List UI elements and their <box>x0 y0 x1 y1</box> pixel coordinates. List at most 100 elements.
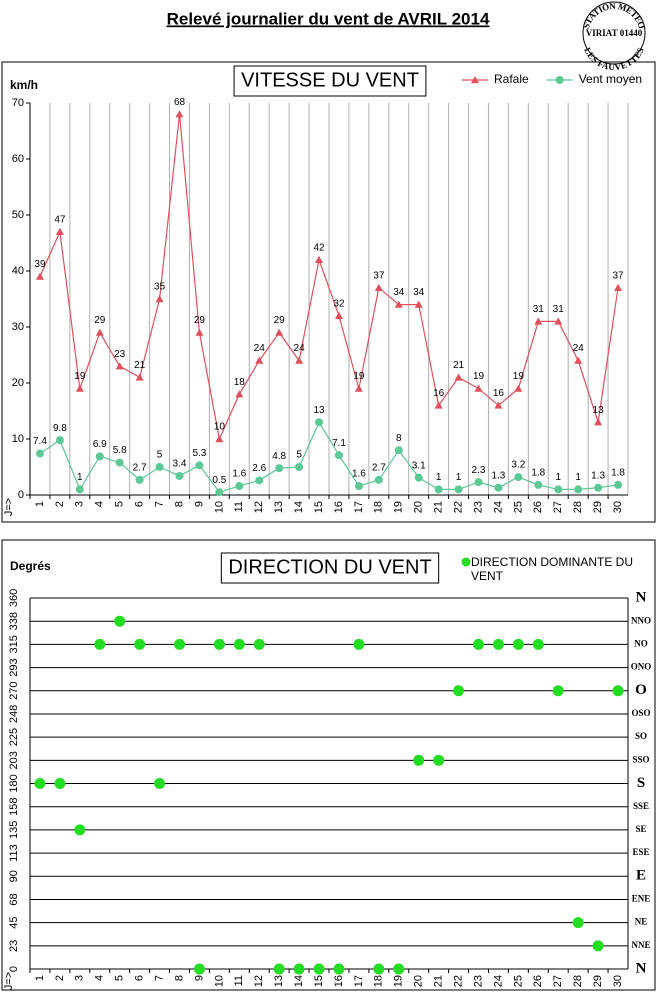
x-tick-label: 26 <box>532 975 544 987</box>
marker <box>554 317 563 325</box>
y2-tick-label: ESE <box>632 847 649 857</box>
x-axis-label: J=> <box>3 972 15 990</box>
marker <box>215 435 224 443</box>
y-tick-label: 113 <box>8 844 20 862</box>
data-label: 18 <box>234 377 246 388</box>
legend-marker <box>555 76 564 84</box>
marker <box>514 384 523 392</box>
data-label: 1.3 <box>491 470 505 481</box>
y-tick-label: 180 <box>8 774 20 792</box>
data-label: 21 <box>134 360 146 371</box>
stamp-top: STATION METEO <box>581 1 647 30</box>
point <box>313 963 325 975</box>
y2-tick-label: S <box>637 775 645 791</box>
y-tick-label: 30 <box>12 321 24 333</box>
marker <box>494 483 503 492</box>
chart-title: VITESSE DU VENT <box>241 69 419 91</box>
panel <box>1 61 656 523</box>
point <box>512 638 524 650</box>
data-label: 1 <box>575 472 581 483</box>
y-tick-label: 50 <box>12 209 24 221</box>
x-tick-label: 22 <box>452 501 464 513</box>
point <box>473 638 484 650</box>
marker <box>35 449 44 458</box>
y-tick-label: 0 <box>8 966 20 972</box>
y2-tick-label: ENE <box>632 894 651 904</box>
data-label: 29 <box>94 315 106 326</box>
x-tick-label: 25 <box>512 501 524 513</box>
data-label: 1.6 <box>232 469 246 480</box>
chart-title: DIRECTION DU VENT <box>228 556 431 578</box>
y-axis-label: km/h <box>10 78 38 92</box>
marker <box>574 485 583 494</box>
y-tick-label: 135 <box>8 821 20 839</box>
data-label: 7.4 <box>33 436 47 447</box>
point <box>492 638 504 650</box>
x-tick-label: 8 <box>173 501 185 507</box>
x-tick-label: 21 <box>433 975 445 987</box>
x-tick-label: 20 <box>413 975 425 987</box>
x-tick-label: 27 <box>552 975 564 987</box>
x-tick-label: 20 <box>413 501 425 513</box>
data-label: 24 <box>294 343 306 354</box>
marker <box>95 452 104 461</box>
x-tick-label: 4 <box>94 501 106 507</box>
y-tick-label: 40 <box>12 265 24 277</box>
data-label: 34 <box>393 287 405 298</box>
stamp-text: LES FAUVETTES <box>582 46 646 72</box>
marker <box>235 482 244 491</box>
marker <box>55 436 64 445</box>
y2-tick-label: N <box>636 589 647 605</box>
x-tick-label: 3 <box>74 501 86 507</box>
data-label: 1 <box>77 472 83 483</box>
x-tick-label: 29 <box>592 501 604 513</box>
x-tick-label: 10 <box>213 975 225 987</box>
data-label: 34 <box>413 287 425 298</box>
point <box>94 638 106 650</box>
point <box>393 963 405 975</box>
stamp-bottom: LES FAUVETTES <box>582 46 646 72</box>
marker <box>135 373 144 381</box>
x-tick-label: 9 <box>193 975 205 981</box>
x-tick-label: 23 <box>472 975 484 987</box>
y-tick-label: 158 <box>8 798 20 816</box>
x-tick-label: 15 <box>313 501 325 513</box>
y2-tick-label: ONO <box>631 662 652 672</box>
data-label: 39 <box>34 259 46 270</box>
data-label: 1 <box>456 472 462 483</box>
marker <box>434 485 443 494</box>
title-box <box>220 552 440 584</box>
stamp-ring <box>582 1 646 65</box>
marker <box>474 384 483 392</box>
data-label: 1.3 <box>591 470 605 481</box>
y-axis-label: Degrés <box>10 559 51 573</box>
data-label: 21 <box>453 360 465 371</box>
x-tick-label: 17 <box>353 501 365 513</box>
data-label: 1.8 <box>611 468 625 479</box>
data-label: 2.6 <box>252 463 266 474</box>
series-line <box>39 114 619 442</box>
point <box>293 963 305 975</box>
point <box>273 963 285 975</box>
data-label: 2.7 <box>372 463 386 474</box>
x-tick-label: 10 <box>213 501 225 513</box>
page-title: Relevé journalier du vent de AVRIL 2014 <box>167 9 490 28</box>
marker <box>534 317 543 325</box>
legend-label: DIRECTION DOMINANTE DU VENT <box>471 555 633 583</box>
x-tick-label: 3 <box>74 975 86 981</box>
marker <box>334 451 343 460</box>
y-tick-label: 360 <box>8 589 20 607</box>
y-tick-label: 68 <box>8 893 20 905</box>
x-tick-label: 13 <box>273 501 285 513</box>
point <box>74 824 86 836</box>
x-tick-label: 15 <box>313 975 325 987</box>
marker <box>35 272 44 280</box>
point <box>453 685 465 697</box>
data-label: 16 <box>433 388 445 399</box>
marker <box>315 255 324 263</box>
point <box>572 917 584 929</box>
marker <box>255 476 264 485</box>
x-tick-label: 19 <box>393 975 405 987</box>
data-label: 16 <box>493 388 505 399</box>
point <box>34 778 46 789</box>
